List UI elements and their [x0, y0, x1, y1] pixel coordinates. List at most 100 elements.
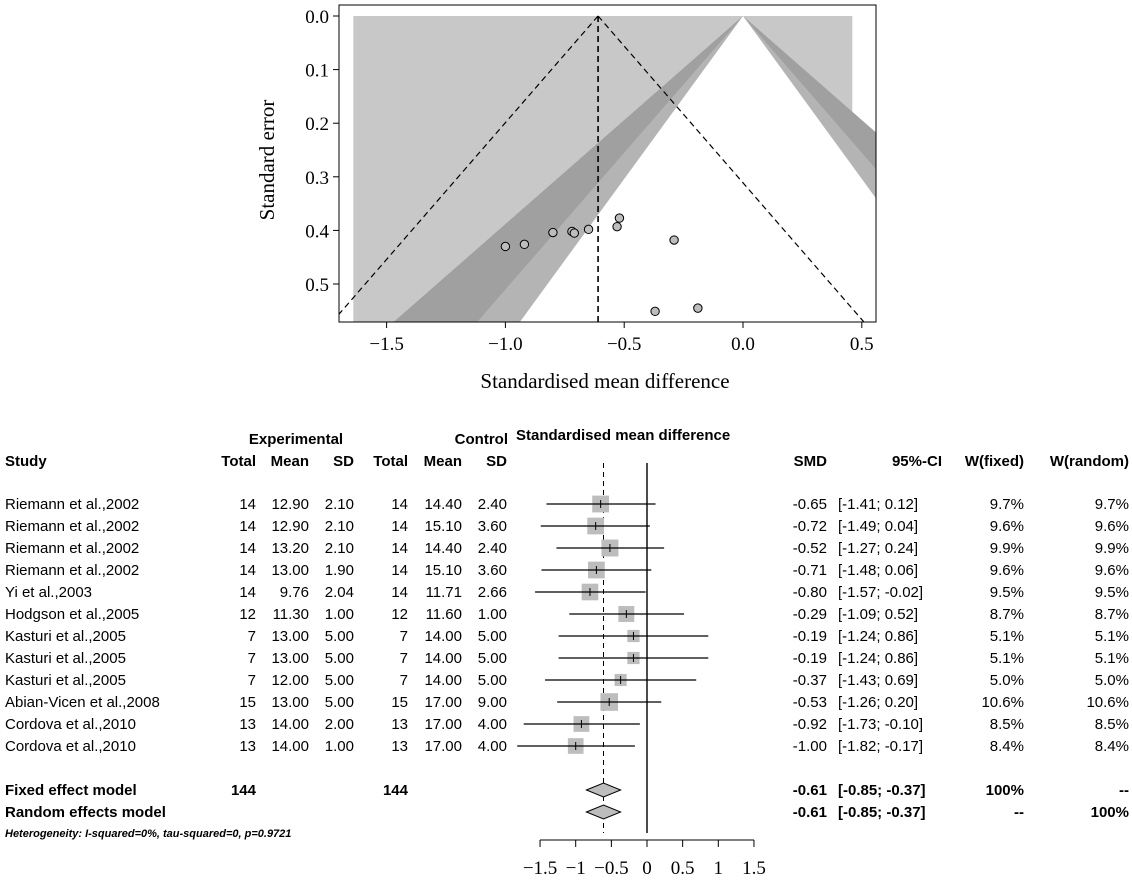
- cell-w-random: 10.6%: [1086, 694, 1129, 711]
- funnel-y-tick-label: 0.1: [305, 61, 329, 82]
- cell-w-fixed: 5.1%: [990, 628, 1024, 645]
- forest-column-headers: Study Total Mean SD Total Mean SD SMD 95%-CI W(fi…: [5, 453, 1129, 470]
- funnel-x-tick-label: 0.0: [731, 334, 755, 355]
- cell-e-total: 14: [239, 496, 256, 513]
- cell-smd: -0.29: [793, 606, 827, 623]
- cell-c-sd: 2.40: [478, 540, 507, 557]
- funnel-y-axis-label: Standard error: [255, 100, 279, 221]
- cell-ci: [-1.48; 0.06]: [838, 562, 918, 579]
- forest-x-tick-label: 1: [714, 858, 724, 879]
- cell-e-total: 7: [248, 672, 256, 689]
- funnel-reference-lines: [339, 15, 865, 322]
- cell-w-random: 9.5%: [1095, 584, 1129, 601]
- cell-e-mean: 14.00: [271, 716, 309, 733]
- funnel-y-axis: 0.0 0.1 0.2 0.3 0.4 0.5: [305, 7, 339, 296]
- cell-c-sd: 4.00: [478, 716, 507, 733]
- summary-ci: [-0.85; -0.37]: [838, 782, 926, 799]
- cell-smd: -0.80: [793, 584, 827, 601]
- funnel-point: [669, 235, 679, 245]
- cell-e-total: 13: [239, 716, 256, 733]
- cell-smd: -0.52: [793, 540, 827, 557]
- cell-ci: [-1.24; 0.86]: [838, 628, 918, 645]
- control-group-header: Control: [455, 431, 508, 448]
- summary-smd: -0.61: [793, 782, 827, 799]
- cell-w-fixed: 9.9%: [990, 540, 1024, 557]
- funnel-y-tick-label: 0.4: [305, 221, 329, 242]
- experimental-group-header: Experimental: [249, 431, 343, 448]
- column-header: W(fixed): [965, 453, 1024, 470]
- cell-w-random: 5.0%: [1095, 672, 1129, 689]
- cell-smd: -1.00: [793, 738, 827, 755]
- cell-e-sd: 5.00: [325, 650, 354, 667]
- cell-c-sd: 2.40: [478, 496, 507, 513]
- funnel-x-tick-label: −0.5: [607, 334, 641, 355]
- forest-plot-header: Standardised mean difference: [516, 427, 730, 444]
- funnel-point: [548, 227, 558, 238]
- cell-c-mean: 14.00: [424, 672, 462, 689]
- cell-e-sd: 2.04: [325, 584, 354, 601]
- funnel-point: [650, 306, 660, 317]
- cell-smd: -0.92: [793, 716, 827, 733]
- funnel-points: [500, 213, 703, 317]
- cell-study: Kasturi et al.,2005: [5, 672, 126, 689]
- cell-ci: [-1.43; 0.69]: [838, 672, 918, 689]
- summary-w-fixed: 100%: [986, 782, 1024, 799]
- cell-smd: -0.19: [793, 628, 827, 645]
- column-header: Study: [5, 453, 47, 470]
- cell-c-sd: 9.00: [478, 694, 507, 711]
- cell-c-total: 7: [400, 672, 408, 689]
- cell-c-total: 7: [400, 650, 408, 667]
- cell-c-mean: 14.40: [424, 540, 462, 557]
- cell-smd: -0.72: [793, 518, 827, 535]
- cell-w-fixed: 9.7%: [990, 496, 1024, 513]
- cell-e-mean: 11.30: [273, 606, 309, 623]
- cell-c-mean: 14.40: [424, 496, 462, 513]
- cell-c-sd: 3.60: [478, 562, 507, 579]
- cell-e-sd: 5.00: [325, 694, 354, 711]
- column-header: Total: [221, 453, 256, 470]
- forest-x-tick-label: 1.5: [742, 858, 766, 879]
- cell-w-fixed: 8.7%: [990, 606, 1024, 623]
- cell-e-total: 7: [248, 628, 256, 645]
- cell-w-fixed: 9.6%: [990, 518, 1024, 535]
- cell-smd: -0.19: [793, 650, 827, 667]
- cell-w-random: 9.6%: [1095, 562, 1129, 579]
- funnel-x-axis: −1.5 −1.0 −0.5 0.0 0.5: [369, 322, 874, 355]
- cell-c-total: 13: [391, 716, 408, 733]
- cell-c-total: 14: [391, 496, 408, 513]
- cell-c-total: 14: [391, 584, 408, 601]
- cell-w-fixed: 9.5%: [990, 584, 1024, 601]
- cell-c-total: 14: [391, 518, 408, 535]
- cell-e-sd: 5.00: [325, 628, 354, 645]
- cell-c-total: 12: [391, 606, 408, 623]
- cell-e-mean: 13.00: [271, 628, 309, 645]
- cell-e-mean: 13.00: [271, 694, 309, 711]
- funnel-point: [614, 213, 625, 223]
- cell-c-mean: 14.00: [424, 628, 462, 645]
- cell-w-random: 8.5%: [1095, 716, 1129, 733]
- cell-smd: -0.65: [793, 496, 827, 513]
- cell-e-total: 14: [239, 584, 256, 601]
- cell-ci: [-1.27; 0.24]: [838, 540, 918, 557]
- cell-w-random: 8.7%: [1095, 606, 1129, 623]
- cell-c-total: 14: [391, 540, 408, 557]
- cell-c-mean: 15.10: [424, 518, 462, 535]
- cell-e-sd: 1.00: [325, 738, 354, 755]
- funnel-point: [519, 239, 530, 250]
- cell-e-sd: 2.00: [325, 716, 354, 733]
- funnel-point: [583, 224, 594, 235]
- summary-e-total: 144: [231, 782, 257, 799]
- cell-c-sd: 1.00: [478, 606, 507, 623]
- column-header: Mean: [271, 453, 309, 470]
- cell-w-random: 8.4%: [1095, 738, 1129, 755]
- cell-e-total: 14: [239, 562, 256, 579]
- forest-x-tick-label: −1: [566, 858, 586, 879]
- cell-w-fixed: 5.0%: [990, 672, 1024, 689]
- funnel-x-tick-label: 0.5: [850, 334, 874, 355]
- forest-plot-area: [603, 463, 648, 833]
- cell-e-total: 12: [239, 606, 256, 623]
- funnel-ci-line-right: [597, 15, 865, 322]
- cell-c-mean: 11.71: [426, 584, 462, 601]
- column-header: Mean: [424, 453, 462, 470]
- cell-e-total: 7: [248, 650, 256, 667]
